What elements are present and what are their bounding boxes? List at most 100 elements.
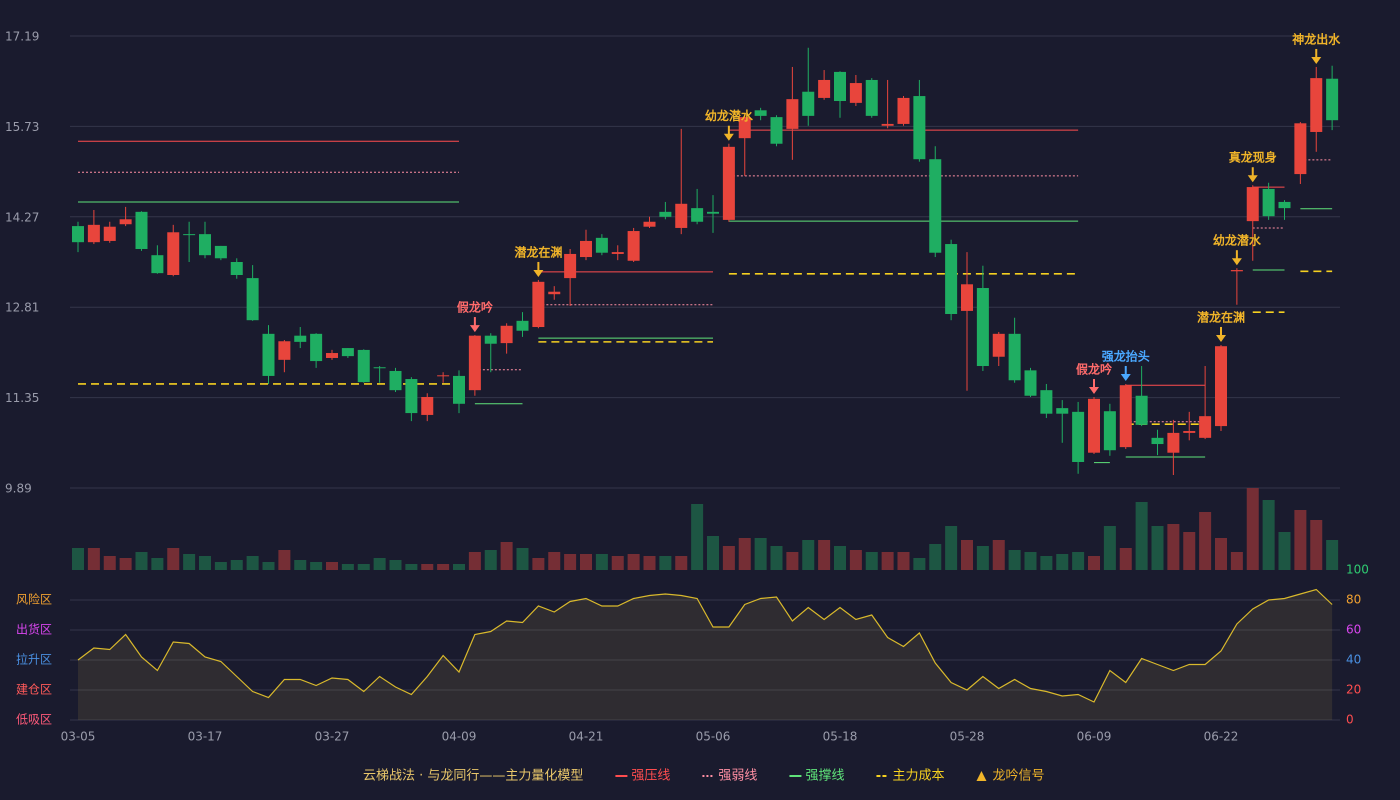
volume-bar	[103, 556, 116, 570]
candle-body	[992, 333, 1005, 357]
volume-bar	[246, 556, 259, 570]
candle-body	[564, 253, 577, 279]
candle-body	[707, 211, 719, 214]
legend-title: 云梯战法 · 与龙同行——主力量化模型	[363, 769, 583, 784]
volume-bar	[675, 556, 688, 570]
indicator-area	[78, 589, 1333, 720]
zone-label: 风险区	[16, 592, 52, 607]
legend-symbol	[976, 771, 987, 781]
candle-body	[103, 226, 116, 241]
volume-bar	[72, 548, 84, 570]
y2-tick-label: 100	[1346, 563, 1369, 577]
candle-body	[881, 123, 894, 126]
x-tick-label: 05-06	[696, 730, 731, 744]
candle-body	[1151, 437, 1164, 445]
volume-bar	[437, 564, 450, 570]
volume-bar	[516, 548, 529, 570]
signal: 真龙现身	[1229, 150, 1277, 183]
volume-bar	[214, 562, 227, 570]
legend-item: 主力成本	[876, 769, 944, 784]
candle-body	[516, 320, 529, 331]
candle-body	[357, 349, 370, 383]
candle-body	[675, 203, 688, 228]
signal-arrow-head	[533, 269, 544, 277]
candle-body	[389, 370, 402, 391]
candle-body	[802, 91, 815, 116]
legend-label: 龙吟信号	[992, 768, 1044, 784]
candle-body	[135, 211, 148, 249]
volume-bar	[1088, 556, 1100, 570]
volume-bar	[643, 556, 656, 570]
volume-bar	[357, 564, 370, 570]
volume-bar	[532, 558, 545, 570]
signal-label: 真龙现身	[1229, 150, 1277, 165]
volume-bar	[1151, 526, 1164, 570]
y-tick-label: 17.19	[5, 30, 39, 44]
candle-body	[87, 224, 100, 243]
candle-body	[691, 208, 704, 222]
y-tick-label: 15.73	[5, 120, 39, 134]
x-tick-label: 04-21	[569, 730, 604, 744]
signal: 强龙抬头	[1102, 348, 1150, 381]
signal-label: 假龙吟	[1076, 361, 1112, 376]
x-tick-label: 03-05	[61, 730, 96, 744]
candle-body	[580, 240, 592, 258]
candle-body	[754, 110, 767, 116]
signal-arrow-head	[1120, 373, 1131, 381]
candle-body	[262, 333, 275, 376]
volume-bar	[262, 562, 275, 570]
legend-label: 强压线	[631, 769, 670, 784]
volume-bar	[722, 546, 735, 570]
volume-bar	[326, 562, 338, 570]
candle-body	[278, 341, 291, 360]
volume-bar	[405, 564, 418, 570]
candle-body	[1199, 416, 1212, 438]
candle-body	[468, 335, 481, 391]
volume-bar	[659, 556, 672, 570]
candle-body	[72, 226, 84, 243]
volume-bar	[1024, 552, 1037, 570]
candle-body	[548, 291, 561, 295]
volume-bar	[1072, 552, 1085, 570]
candle-body	[230, 262, 243, 276]
signal-arrow-head	[1311, 56, 1322, 64]
signal-arrow-head	[1089, 386, 1099, 394]
candle-body	[722, 146, 735, 220]
volume-bar	[818, 540, 831, 570]
volume-bar	[294, 560, 307, 570]
volume-bar	[310, 562, 323, 570]
volume-bar	[1310, 520, 1323, 570]
candle-body	[1024, 370, 1037, 396]
y-tick-label: 9.89	[5, 482, 32, 496]
signal-arrow-head	[1216, 334, 1226, 342]
volume-bar	[1040, 556, 1053, 570]
volume-bar	[976, 546, 989, 570]
volume-bar	[1246, 488, 1259, 570]
candle-body	[1278, 201, 1291, 209]
x-tick-label: 06-09	[1077, 730, 1112, 744]
volume-bar	[913, 558, 926, 570]
volume-bar	[865, 552, 878, 570]
candle-body	[770, 117, 783, 144]
volume-bar	[1230, 552, 1243, 570]
candle-body	[151, 255, 164, 274]
signal-label: 幼龙潜水	[705, 108, 754, 123]
candle-body	[1230, 270, 1243, 272]
volume-bar	[278, 550, 291, 570]
signal-label: 假龙吟	[457, 300, 493, 315]
x-tick-label: 03-27	[315, 730, 350, 744]
candle-body	[294, 335, 307, 342]
volume-bar	[849, 550, 862, 570]
candle-body	[1088, 398, 1100, 453]
candle-body	[1040, 390, 1053, 414]
y2-tick-label: 80	[1346, 593, 1361, 607]
volume-bar	[834, 546, 846, 570]
zone-label: 建仓区	[16, 683, 52, 697]
candle-body	[961, 284, 973, 311]
volume-bar	[468, 552, 481, 570]
candle-body	[611, 252, 624, 254]
y-tick-label: 11.35	[5, 391, 39, 405]
signal-label: 幼龙潜水	[1213, 233, 1262, 248]
candle-body	[405, 379, 418, 414]
volume-bar	[802, 540, 815, 570]
